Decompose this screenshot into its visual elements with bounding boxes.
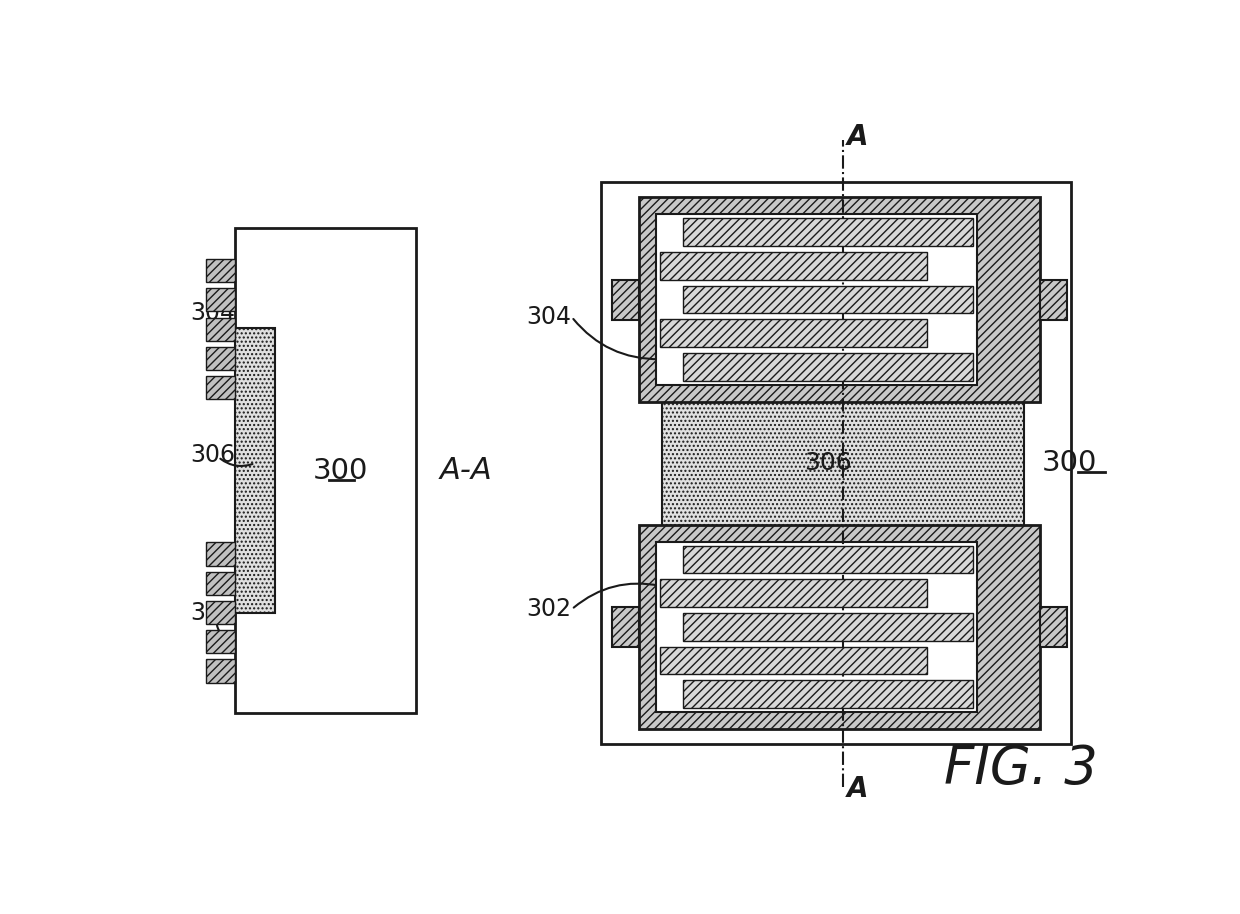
- Bar: [206, 376, 236, 399]
- Bar: [640, 197, 1040, 401]
- Bar: [660, 647, 926, 675]
- Text: A-A: A-A: [439, 456, 492, 485]
- Text: 306: 306: [804, 452, 852, 475]
- Text: 300: 300: [1042, 449, 1097, 477]
- Bar: [683, 546, 972, 573]
- Bar: [683, 353, 972, 381]
- Bar: [660, 252, 926, 280]
- Text: 304: 304: [527, 304, 572, 329]
- Bar: [656, 542, 977, 712]
- Bar: [206, 571, 236, 595]
- Bar: [1040, 280, 1066, 320]
- Text: 304: 304: [191, 301, 236, 325]
- Bar: [236, 328, 275, 613]
- Bar: [656, 215, 977, 385]
- Text: 306: 306: [191, 443, 236, 467]
- Bar: [613, 607, 640, 647]
- Text: 300: 300: [312, 457, 368, 484]
- Bar: [613, 280, 640, 320]
- Bar: [683, 218, 972, 246]
- Text: A: A: [847, 123, 869, 152]
- Text: FIG. 3: FIG. 3: [944, 743, 1097, 795]
- Bar: [683, 286, 972, 314]
- Bar: [206, 660, 236, 683]
- Bar: [640, 525, 1040, 728]
- Bar: [206, 346, 236, 370]
- Bar: [601, 182, 1070, 744]
- Bar: [206, 542, 236, 566]
- Bar: [683, 680, 972, 708]
- Bar: [206, 259, 236, 282]
- Text: A: A: [847, 775, 869, 802]
- Bar: [662, 378, 1024, 547]
- Text: 302: 302: [191, 601, 236, 625]
- Bar: [660, 319, 926, 347]
- Text: 302: 302: [527, 598, 572, 622]
- Bar: [660, 579, 926, 607]
- Bar: [206, 288, 236, 312]
- Bar: [236, 228, 417, 713]
- Bar: [206, 630, 236, 654]
- Bar: [206, 317, 236, 341]
- Bar: [683, 613, 972, 641]
- Bar: [1040, 607, 1066, 647]
- Bar: [206, 600, 236, 624]
